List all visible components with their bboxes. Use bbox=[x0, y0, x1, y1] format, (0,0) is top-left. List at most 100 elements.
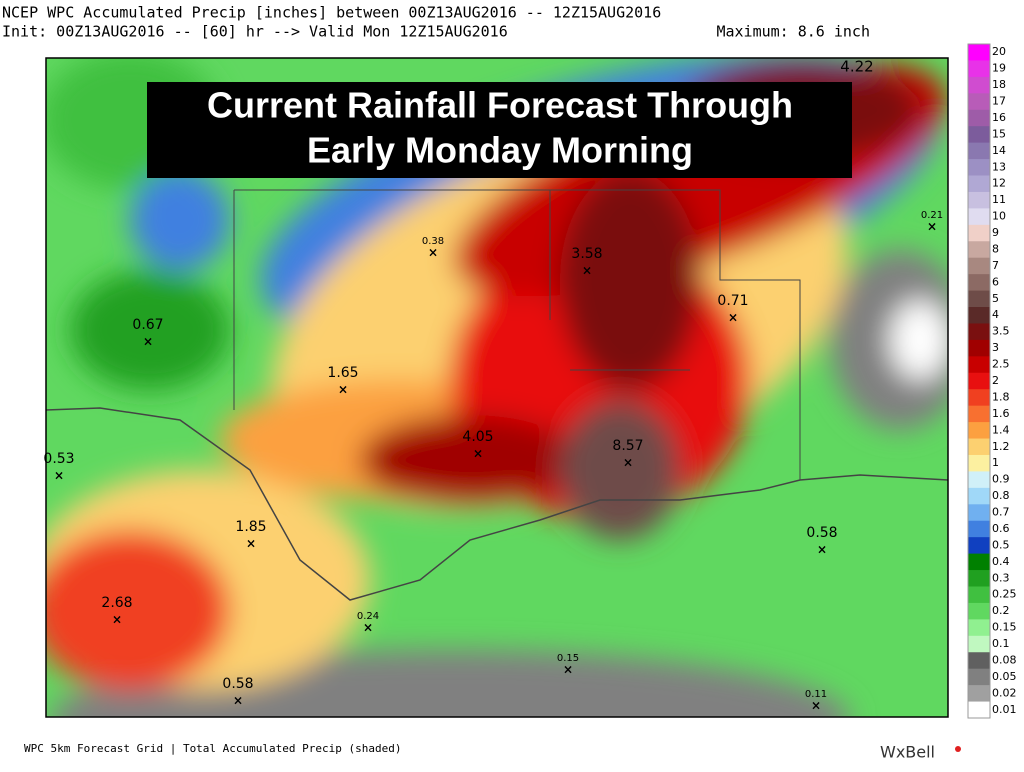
legend-label: 7 bbox=[992, 259, 999, 272]
legend-label: 17 bbox=[992, 95, 1006, 108]
point-marker: × bbox=[927, 220, 937, 234]
point-label: 0.67 bbox=[132, 317, 163, 333]
legend-label: 12 bbox=[992, 177, 1006, 190]
legend-swatch bbox=[968, 438, 990, 456]
point-label: 0.58 bbox=[222, 676, 253, 692]
legend-swatch bbox=[968, 405, 990, 423]
legend-swatch bbox=[968, 389, 990, 407]
point-label: 0.15 bbox=[557, 653, 579, 664]
point-marker: × bbox=[112, 613, 122, 627]
point-marker: × bbox=[811, 699, 821, 713]
legend-swatch bbox=[968, 257, 990, 275]
brand-dot bbox=[955, 746, 961, 752]
legend-swatch bbox=[968, 191, 990, 209]
legend-label: 0.4 bbox=[992, 555, 1010, 568]
legend-label: 2.5 bbox=[992, 358, 1010, 371]
legend-swatch bbox=[968, 652, 990, 670]
legend-label: 15 bbox=[992, 127, 1006, 140]
legend-label: 6 bbox=[992, 275, 999, 288]
point-label: 8.57 bbox=[612, 438, 643, 454]
point-marker: × bbox=[54, 469, 64, 483]
legend-swatch bbox=[968, 290, 990, 308]
header-maximum: Maximum: 8.6 inch bbox=[716, 23, 870, 41]
legend-label: 16 bbox=[992, 111, 1006, 124]
legend-label: 0.2 bbox=[992, 604, 1010, 617]
legend-label: 1 bbox=[992, 456, 999, 469]
legend-swatch bbox=[968, 159, 990, 177]
header-line: NCEP WPC Accumulated Precip [inches] bet… bbox=[2, 4, 661, 22]
legend-swatch bbox=[968, 668, 990, 686]
point-marker: × bbox=[563, 663, 573, 677]
legend-label: 0.9 bbox=[992, 473, 1010, 486]
point-label: 0.53 bbox=[43, 451, 74, 467]
legend-label: 11 bbox=[992, 193, 1006, 206]
legend-swatch bbox=[968, 553, 990, 571]
legend-label: 1.8 bbox=[992, 390, 1010, 403]
legend-label: 0.5 bbox=[992, 538, 1010, 551]
legend-swatch bbox=[968, 602, 990, 620]
header-init: Init: 00Z13AUG2016 -- [60] hr --> Valid … bbox=[2, 23, 508, 41]
point-label: 0.71 bbox=[717, 293, 748, 309]
map-frame bbox=[45, 57, 949, 718]
legend-label: 20 bbox=[992, 45, 1006, 58]
point-marker: × bbox=[817, 543, 827, 557]
legend-label: 14 bbox=[992, 144, 1006, 157]
legend-label: 10 bbox=[992, 210, 1006, 223]
legend-swatch bbox=[968, 126, 990, 144]
legend-label: 3.5 bbox=[992, 325, 1010, 338]
legend-label: 0.05 bbox=[992, 670, 1017, 683]
color-legend: 20 19 18 17 16 15 14 13 12 11 10 9 8 7 6 5 4 3.5 3 2.5 2 1.8 1… bbox=[967, 43, 1017, 719]
legend-swatch bbox=[968, 93, 990, 111]
legend-swatch bbox=[968, 635, 990, 653]
legend-label: 0.1 bbox=[992, 637, 1010, 650]
legend-swatch bbox=[968, 537, 990, 555]
legend-swatch bbox=[968, 356, 990, 374]
legend-swatch bbox=[968, 701, 990, 719]
legend-swatch bbox=[968, 109, 990, 127]
legend-swatch bbox=[968, 471, 990, 489]
legend-label: 0.15 bbox=[992, 621, 1017, 634]
point-marker: × bbox=[338, 383, 348, 397]
legend-label: 13 bbox=[992, 160, 1006, 173]
point-label: 0.58 bbox=[806, 525, 837, 541]
legend-label: 1.2 bbox=[992, 440, 1010, 453]
legend-label: 19 bbox=[992, 62, 1006, 75]
title-box bbox=[147, 82, 852, 178]
legend-label: 18 bbox=[992, 78, 1006, 91]
legend-swatch bbox=[968, 224, 990, 242]
legend-swatch bbox=[968, 685, 990, 703]
overlay-title: Current Rainfall Forecast Through bbox=[207, 85, 793, 126]
point-label: 4.05 bbox=[462, 429, 493, 445]
overlay-title: Early Monday Morning bbox=[307, 130, 693, 171]
legend-label: 0.7 bbox=[992, 506, 1010, 519]
legend-swatch bbox=[968, 454, 990, 472]
point-label: 4.22 bbox=[840, 58, 873, 76]
point-marker: × bbox=[246, 537, 256, 551]
legend-label: 3 bbox=[992, 341, 999, 354]
legend-swatch bbox=[968, 422, 990, 440]
legend-swatch bbox=[968, 339, 990, 357]
point-marker: × bbox=[623, 456, 633, 470]
point-marker: × bbox=[143, 335, 153, 349]
point-marker: × bbox=[363, 621, 373, 635]
brand: WxBell bbox=[880, 743, 935, 762]
legend-label: 4 bbox=[992, 308, 999, 321]
legend-swatch bbox=[968, 487, 990, 505]
legend-label: 1.6 bbox=[992, 407, 1010, 420]
legend-swatch bbox=[968, 619, 990, 637]
legend-label: 0.3 bbox=[992, 571, 1010, 584]
legend-swatch bbox=[968, 586, 990, 604]
point-label: 0.11 bbox=[805, 689, 827, 700]
legend-label: 5 bbox=[992, 292, 999, 305]
legend-swatch bbox=[968, 570, 990, 587]
legend-swatch bbox=[968, 323, 990, 341]
point-label: 0.21 bbox=[921, 210, 943, 221]
legend-label: 9 bbox=[992, 226, 999, 239]
legend-label: 0.02 bbox=[992, 686, 1017, 699]
point-marker: × bbox=[233, 694, 243, 708]
legend-label: 2 bbox=[992, 374, 999, 387]
legend-label: 8 bbox=[992, 242, 999, 255]
legend-swatch bbox=[968, 142, 990, 160]
